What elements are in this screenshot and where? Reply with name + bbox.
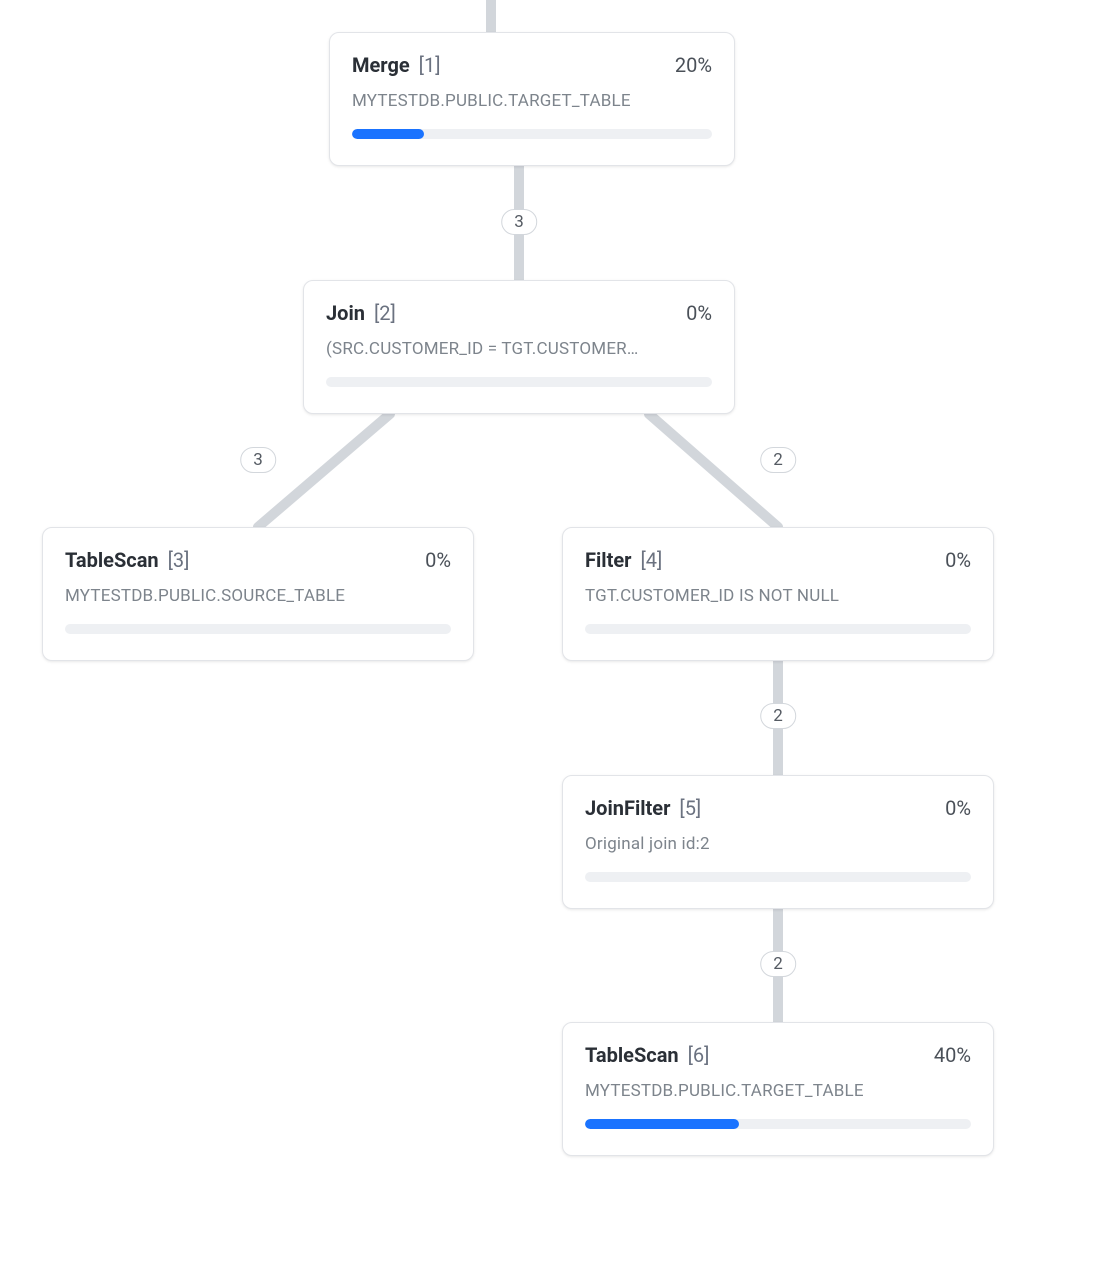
node-op-label: JoinFilter [585, 796, 670, 820]
node-progress-track [585, 872, 971, 882]
node-title: JoinFilter [5] [585, 796, 701, 820]
node-progress-fill [352, 129, 424, 139]
node-title: Merge [1] [352, 53, 441, 77]
node-joinfilter[interactable]: JoinFilter [5] 0% Original join id:2 [562, 775, 994, 909]
node-title: TableScan [3] [65, 548, 189, 572]
node-join[interactable]: Join [2] 0% (SRC.CUSTOMER_ID = TGT.CUSTO… [303, 280, 735, 414]
node-subtitle: MYTESTDB.PUBLIC.SOURCE_TABLE [65, 586, 451, 606]
node-op-label: Filter [585, 548, 631, 572]
node-op-label: TableScan [585, 1043, 679, 1067]
node-progress-track [585, 1119, 971, 1129]
node-index-label: [6] [688, 1043, 710, 1067]
node-percent: 20% [675, 53, 712, 77]
node-op-label: TableScan [65, 548, 159, 572]
node-index-label: [4] [640, 548, 662, 572]
node-progress-track [65, 624, 451, 634]
node-percent: 40% [934, 1043, 971, 1067]
node-tablescan-3[interactable]: TableScan [3] 0% MYTESTDB.PUBLIC.SOURCE_… [42, 527, 474, 661]
node-progress-track [585, 624, 971, 634]
edge-badge: 2 [760, 703, 796, 729]
node-title: Join [2] [326, 301, 396, 325]
node-title: TableScan [6] [585, 1043, 709, 1067]
edge-badge: 3 [501, 209, 537, 235]
edge-badge: 2 [760, 951, 796, 977]
node-title: Filter [4] [585, 548, 662, 572]
node-merge[interactable]: Merge [1] 20% MYTESTDB.PUBLIC.TARGET_TAB… [329, 32, 735, 166]
node-percent: 0% [425, 548, 451, 572]
node-tablescan-6[interactable]: TableScan [6] 40% MYTESTDB.PUBLIC.TARGET… [562, 1022, 994, 1156]
node-subtitle: (SRC.CUSTOMER_ID = TGT.CUSTOMER… [326, 339, 712, 359]
node-index-label: [3] [168, 548, 190, 572]
node-filter[interactable]: Filter [4] 0% TGT.CUSTOMER_ID IS NOT NUL… [562, 527, 994, 661]
node-progress-fill [585, 1119, 739, 1129]
query-plan-canvas: Merge [1] 20% MYTESTDB.PUBLIC.TARGET_TAB… [0, 0, 1120, 1284]
node-progress-track [352, 129, 712, 139]
node-subtitle: Original join id:2 [585, 834, 971, 854]
node-percent: 0% [945, 548, 971, 572]
node-subtitle: MYTESTDB.PUBLIC.TARGET_TABLE [352, 91, 712, 111]
node-subtitle: TGT.CUSTOMER_ID IS NOT NULL [585, 586, 971, 606]
edge-badge: 2 [760, 447, 796, 473]
edge-badge: 3 [240, 447, 276, 473]
node-index-label: [5] [679, 796, 701, 820]
node-op-label: Join [326, 301, 365, 325]
node-op-label: Merge [352, 53, 410, 77]
node-percent: 0% [686, 301, 712, 325]
node-index-label: [1] [419, 53, 441, 77]
node-percent: 0% [945, 796, 971, 820]
node-progress-track [326, 377, 712, 387]
node-subtitle: MYTESTDB.PUBLIC.TARGET_TABLE [585, 1081, 971, 1101]
node-index-label: [2] [374, 301, 396, 325]
